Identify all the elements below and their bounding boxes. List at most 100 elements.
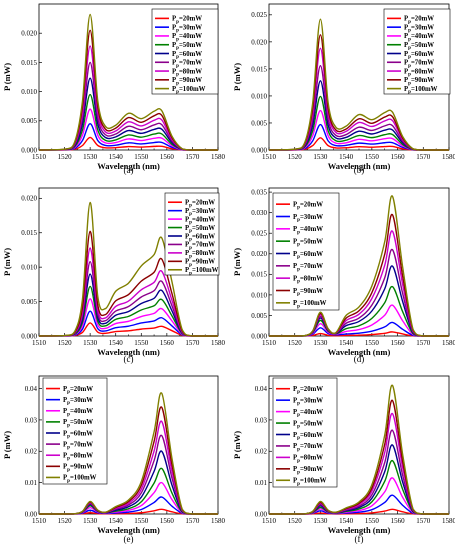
legend-entry: Pp=40mW: [404, 33, 434, 42]
legend-entry: Pp=20mW: [172, 16, 202, 25]
legend-entry: Pp=40mW: [293, 226, 323, 235]
y-tick-label: 0.010: [21, 264, 37, 272]
x-tick-label: 1510: [262, 517, 277, 525]
x-tick-label: 1560: [160, 339, 175, 347]
x-tick-label: 1560: [391, 153, 406, 161]
legend-entry: Pp=70mW: [185, 242, 215, 251]
y-tick-label: 0.04: [25, 385, 38, 393]
y-tick-label: 0.015: [21, 59, 37, 67]
y-tick-label: 0.01: [25, 479, 38, 487]
legend-entry: Pp=100mW: [185, 267, 219, 276]
y-tick-label: 0.020: [21, 30, 37, 38]
x-tick-label: 1580: [211, 153, 226, 161]
legend-entry: Pp=40mW: [293, 409, 323, 418]
legend-entry: Pp=90mW: [185, 259, 215, 268]
x-tick-label: 1550: [365, 339, 380, 347]
series-line-2: [38, 108, 218, 151]
legend-entry: Pp=30mW: [293, 397, 323, 406]
x-tick-label: 1520: [58, 153, 73, 161]
series-line-2: [268, 109, 449, 151]
series-line-8: [38, 13, 218, 151]
x-axis-label: Wavelength (nm): [97, 161, 160, 171]
y-axis-label: P (mW): [2, 248, 12, 276]
x-tick-label: 1560: [391, 339, 406, 347]
legend: Pp=20mWPp=30mWPp=40mWPp=50mWPp=60mWPp=70…: [151, 8, 219, 95]
legend-entry: Pp=70mW: [293, 443, 323, 452]
legend-entry: Pp=90mW: [172, 77, 202, 86]
panel-label: (e): [124, 534, 134, 544]
y-tick-label: 0.030: [251, 209, 267, 217]
y-tick-label: 0.01: [255, 479, 268, 487]
x-tick-label: 1510: [262, 339, 277, 347]
x-tick-label: 1550: [134, 517, 149, 525]
y-tick-label: 0.010: [21, 88, 37, 96]
legend-entry: Pp=70mW: [172, 60, 202, 69]
legend-entry: Pp=80mW: [293, 275, 323, 284]
y-tick-label: 0.020: [251, 250, 267, 258]
y-tick-label: 0.005: [251, 119, 267, 127]
x-tick-label: 1580: [442, 339, 455, 347]
x-tick-label: 1550: [365, 517, 380, 525]
legend-entry: Pp=20mW: [63, 386, 93, 395]
x-tick-label: 1510: [262, 153, 277, 161]
x-axis-label: Wavelength (nm): [328, 525, 391, 535]
x-tick-label: 1560: [160, 517, 175, 525]
legend-entry: Pp=90mW: [63, 464, 93, 473]
series-line-8: [268, 18, 449, 151]
legend-entry: Pp=30mW: [63, 397, 93, 406]
x-tick-label: 1530: [313, 339, 328, 347]
y-tick-label: 0.025: [251, 11, 267, 19]
x-tick-label: 1570: [185, 153, 200, 161]
legend-entry: Pp=20mW: [293, 201, 323, 210]
legend-entry: Pp=30mW: [293, 214, 323, 223]
x-tick-label: 1570: [416, 339, 431, 347]
x-tick-label: 1560: [391, 517, 406, 525]
series-line-8: [38, 201, 218, 337]
panel-label: (d): [354, 354, 365, 364]
legend-entry: Pp=40mW: [63, 408, 93, 417]
panel-label: (a): [124, 165, 134, 175]
y-tick-label: 0.04: [255, 385, 268, 393]
x-tick-label: 1550: [134, 153, 149, 161]
legend-entry: Pp=30mW: [185, 208, 215, 217]
legend-entry: Pp=80mW: [404, 68, 434, 77]
legend: Pp=20mWPp=30mWPp=40mWPp=50mWPp=60mWPp=70…: [164, 192, 220, 276]
legend: Pp=20mWPp=30mWPp=40mWPp=50mWPp=60mWPp=70…: [272, 377, 338, 488]
legend-entry: Pp=60mW: [293, 432, 323, 441]
x-axis-label: Wavelength (nm): [328, 347, 391, 357]
y-tick-label: 0.005: [21, 298, 37, 306]
legend-entry: Pp=50mW: [293, 420, 323, 429]
legend-entry: Pp=70mW: [404, 60, 434, 69]
legend-entry: Pp=80mW: [63, 453, 93, 462]
series-line-1: [38, 310, 218, 337]
panel-label: (b): [354, 165, 365, 175]
panel-0: 1510 1520 1530 1540 1550 1560 1570 1580 0.000 0.0…: [2, 3, 226, 175]
x-axis-label: Wavelength (nm): [97, 347, 160, 357]
legend-entry: Pp=80mW: [185, 250, 215, 259]
y-tick-label: 0.015: [251, 271, 267, 279]
x-tick-label: 1580: [211, 339, 226, 347]
legend: Pp=20mWPp=30mWPp=40mWPp=50mWPp=60mWPp=70…: [42, 377, 108, 485]
y-axis-label: P (mW): [232, 63, 242, 91]
panel-label: (c): [124, 354, 134, 364]
y-tick-label: 0.005: [251, 312, 267, 320]
x-tick-label: 1540: [339, 517, 354, 525]
legend: Pp=20mWPp=30mWPp=40mWPp=50mWPp=60mWPp=70…: [383, 8, 451, 95]
legend-entry: Pp=90mW: [293, 288, 323, 297]
legend-entry: Pp=100mW: [63, 475, 97, 484]
x-tick-label: 1530: [83, 339, 98, 347]
x-tick-label: 1540: [109, 339, 124, 347]
panel-label: (f): [355, 534, 364, 544]
legend-entry: Pp=90mW: [404, 77, 434, 86]
legend-entry: Pp=90mW: [293, 466, 323, 475]
legend-entry: Pp=60mW: [293, 251, 323, 260]
panel-1: 1510 1520 1530 1540 1550 1560 1570 1580 0.000 0.0…: [232, 3, 455, 175]
y-axis-label: P (mW): [232, 248, 242, 276]
legend-entry: Pp=60mW: [404, 51, 434, 60]
legend-entry: Pp=50mW: [293, 238, 323, 247]
x-tick-label: 1520: [288, 153, 303, 161]
panel-2: 1510 1520 1530 1540 1550 1560 1570 1580 0.000 0.0…: [2, 187, 226, 364]
y-tick-label: 0.000: [251, 332, 267, 340]
series-line-8: [268, 384, 449, 515]
